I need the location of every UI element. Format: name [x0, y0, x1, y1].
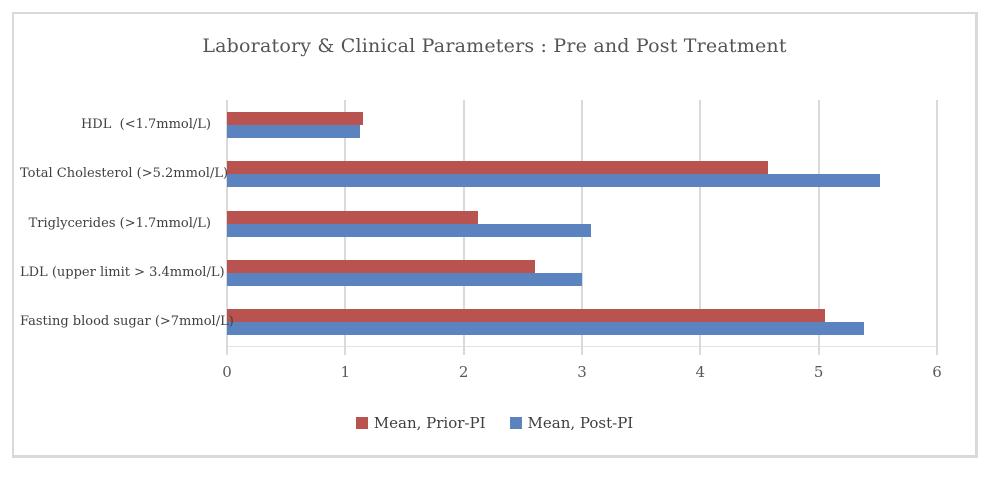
bar-post — [227, 174, 881, 188]
bar-post — [227, 322, 864, 336]
chart-title: Laboratory & Clinical Parameters : Pre a… — [202, 35, 787, 57]
x-tick-label: 4 — [695, 363, 706, 381]
category-label: HDL (<1.7mmol/L) — [80, 116, 211, 132]
x-tick-label: 6 — [932, 363, 942, 381]
x-tick-label: 2 — [458, 363, 469, 381]
legend-swatch-icon — [509, 417, 522, 429]
category-label: Total Cholesterol (>5.2mmol/L) — [20, 166, 229, 182]
x-tick-label: 5 — [813, 363, 824, 381]
bar-prior — [227, 111, 364, 125]
legend-item-prior: Mean, Prior-PI — [355, 414, 486, 432]
bar-post — [227, 124, 360, 138]
legend-item-post: Mean, Post-PI — [509, 414, 634, 432]
legend-swatch-icon — [355, 417, 368, 429]
bar-prior — [227, 210, 478, 224]
gridline-x-4 — [699, 100, 702, 355]
category-label: Fasting blood sugar (>7mmol/L) — [20, 314, 234, 330]
bar-post — [227, 272, 582, 286]
bar-prior — [227, 161, 768, 175]
bar-post — [227, 223, 592, 237]
x-tick-label: 3 — [577, 363, 587, 381]
bar-prior — [227, 309, 825, 323]
legend-label: Mean, Post-PI — [527, 414, 634, 432]
legend-label: Mean, Prior-PI — [373, 414, 486, 432]
plot-area — [226, 100, 938, 355]
chart-panel: Laboratory & Clinical Parameters : Pre a… — [12, 12, 978, 458]
bar-prior — [227, 259, 535, 273]
category-label: LDL (upper limit > 3.4mmol/L) — [20, 264, 225, 280]
x-tick-label: 0 — [222, 363, 232, 381]
chart-legend: Mean, Prior-PI Mean, Post-PI — [14, 414, 975, 432]
category-label: Triglycerides (>1.7mmol/L) — [28, 215, 211, 231]
x-tick-label: 1 — [340, 363, 351, 381]
gridline-x-6 — [936, 100, 938, 355]
gridline-x-5 — [817, 100, 820, 355]
